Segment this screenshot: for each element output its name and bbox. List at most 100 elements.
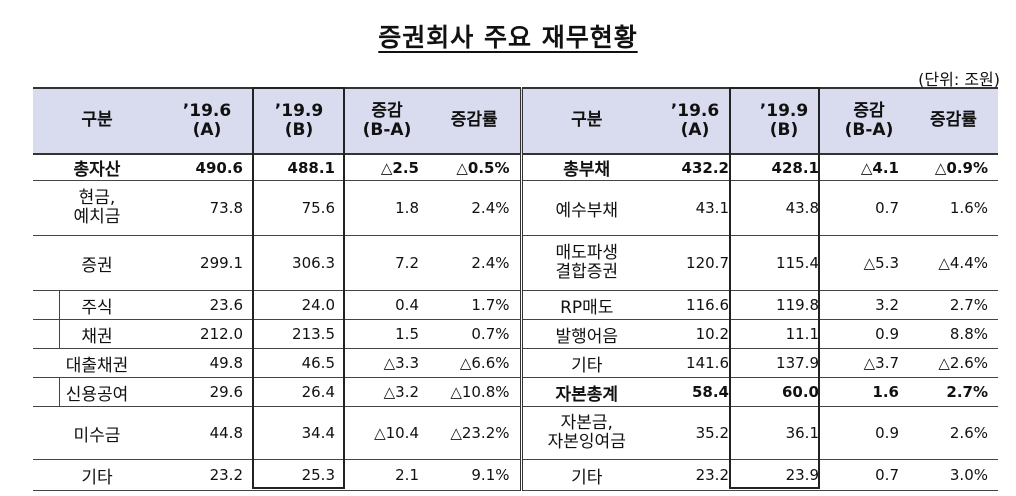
cell: 23.9: [739, 459, 829, 491]
cell: 212.0: [161, 319, 253, 349]
cell: △5.3: [829, 235, 909, 291]
cell: 43.1: [651, 180, 739, 236]
row-label: RP매도: [521, 290, 651, 320]
cell: 75.6: [253, 180, 345, 236]
cell: 2.7%: [909, 377, 998, 407]
cell: △0.9%: [909, 154, 998, 181]
cell: 2.4%: [429, 180, 523, 236]
row-label: 기타: [33, 459, 161, 491]
cell: 35.2: [651, 406, 739, 460]
cell: 0.4: [345, 290, 429, 320]
row-label: 채권: [33, 319, 161, 349]
header-sep-right: ’19.9 (B): [739, 87, 829, 155]
cell: 44.8: [161, 406, 253, 460]
row-label: 주식: [33, 290, 161, 320]
table-row: 현금, 예치금 73.8 75.6 1.8 2.4% 예수부채 43.1 43.…: [33, 180, 998, 236]
cell: △0.5%: [429, 154, 523, 181]
cell: △3.2: [345, 377, 429, 407]
table-row: 총자산 490.6 488.1 △2.5 △0.5% 총부채 432.2 428…: [33, 154, 998, 181]
cell: 34.4: [253, 406, 345, 460]
cell: △4.4%: [909, 235, 998, 291]
cell: 26.4: [253, 377, 345, 407]
header-change-right: 증감 (B-A): [829, 87, 909, 155]
row-label: 미수금: [33, 406, 161, 460]
table-row: 미수금 44.8 34.4 △10.4 △23.2% 자본금, 자본잉여금 35…: [33, 406, 998, 460]
cell: 0.7: [829, 459, 909, 491]
header-sep-left: ’19.9 (B): [253, 87, 345, 155]
cell: △2.6%: [909, 348, 998, 378]
row-label: 매도파생 결합증권: [521, 235, 651, 291]
cell: 23.2: [161, 459, 253, 491]
cell: 488.1: [253, 154, 345, 181]
table-row: 증권 299.1 306.3 7.2 2.4% 매도파생 결합증권 120.7 …: [33, 235, 998, 291]
cell: 1.7%: [429, 290, 523, 320]
cell: 11.1: [739, 319, 829, 349]
cell: △6.6%: [429, 348, 523, 378]
cell: 490.6: [161, 154, 253, 181]
cell: 1.6: [829, 377, 909, 407]
cell: 115.4: [739, 235, 829, 291]
financial-table: 구분 ’19.6 (A) ’19.9 (B) 증감 (B-A) 증감률 구분 ’…: [33, 87, 998, 491]
cell: 213.5: [253, 319, 345, 349]
cell: 43.8: [739, 180, 829, 236]
cell: 23.2: [651, 459, 739, 491]
cell: △10.4: [345, 406, 429, 460]
cell: 428.1: [739, 154, 829, 181]
table-row: 채권 212.0 213.5 1.5 0.7% 발행어음 10.2 11.1 0…: [33, 319, 998, 349]
cell: △10.8%: [429, 377, 523, 407]
cell: 0.9: [829, 319, 909, 349]
page-title: 증권회사 주요 재무현황: [378, 23, 638, 52]
cell: 60.0: [739, 377, 829, 407]
row-label: 자본총계: [521, 377, 651, 407]
cell: 3.2: [829, 290, 909, 320]
row-label: 대출채권: [33, 348, 161, 378]
row-label: 증권: [33, 235, 161, 291]
row-label: 발행어음: [521, 319, 651, 349]
cell: 1.5: [345, 319, 429, 349]
cell: 46.5: [253, 348, 345, 378]
cell: 432.2: [651, 154, 739, 181]
cell: △2.5: [345, 154, 429, 181]
cell: 36.1: [739, 406, 829, 460]
cell: 24.0: [253, 290, 345, 320]
cell: 49.8: [161, 348, 253, 378]
cell: 0.9: [829, 406, 909, 460]
row-label: 자본금, 자본잉여금: [521, 406, 651, 460]
cell: 120.7: [651, 235, 739, 291]
header-jun-right: ’19.6 (A): [651, 87, 739, 155]
cell: 29.6: [161, 377, 253, 407]
cell: △23.2%: [429, 406, 523, 460]
header-jun-left: ’19.6 (A): [161, 87, 253, 155]
cell: 1.8: [345, 180, 429, 236]
cell: 2.1: [345, 459, 429, 491]
unit-label: (단위: 조원): [918, 70, 1000, 89]
row-label: 현금, 예치금: [33, 180, 161, 236]
row-label: 총자산: [33, 154, 161, 181]
table-row: 주식 23.6 24.0 0.4 1.7% RP매도 116.6 119.8 3…: [33, 290, 998, 320]
cell: 9.1%: [429, 459, 523, 491]
cell: 0.7%: [429, 319, 523, 349]
row-label: 총부채: [521, 154, 651, 181]
cell: 2.7%: [909, 290, 998, 320]
cell: 8.8%: [909, 319, 998, 349]
cell: 299.1: [161, 235, 253, 291]
cell: 3.0%: [909, 459, 998, 491]
cell: 137.9: [739, 348, 829, 378]
cell: 0.7: [829, 180, 909, 236]
header-rate-left: 증감률: [429, 87, 523, 155]
cell: 73.8: [161, 180, 253, 236]
cell: 119.8: [739, 290, 829, 320]
row-label: 예수부채: [521, 180, 651, 236]
cell: 7.2: [345, 235, 429, 291]
header-category-left: 구분: [33, 87, 161, 155]
table-row: 기타 23.2 25.3 2.1 9.1% 기타 23.2 23.9 0.7 3…: [33, 459, 998, 491]
cell: 306.3: [253, 235, 345, 291]
table-row: 신용공여 29.6 26.4 △3.2 △10.8% 자본총계 58.4 60.…: [33, 377, 998, 407]
cell: △3.3: [345, 348, 429, 378]
table-row: 대출채권 49.8 46.5 △3.3 △6.6% 기타 141.6 137.9…: [33, 348, 998, 378]
header-rate-right: 증감률: [909, 87, 998, 155]
cell: 141.6: [651, 348, 739, 378]
header-row: 구분 ’19.6 (A) ’19.9 (B) 증감 (B-A) 증감률 구분 ’…: [33, 87, 998, 155]
cell: △3.7: [829, 348, 909, 378]
cell: 25.3: [253, 459, 345, 491]
